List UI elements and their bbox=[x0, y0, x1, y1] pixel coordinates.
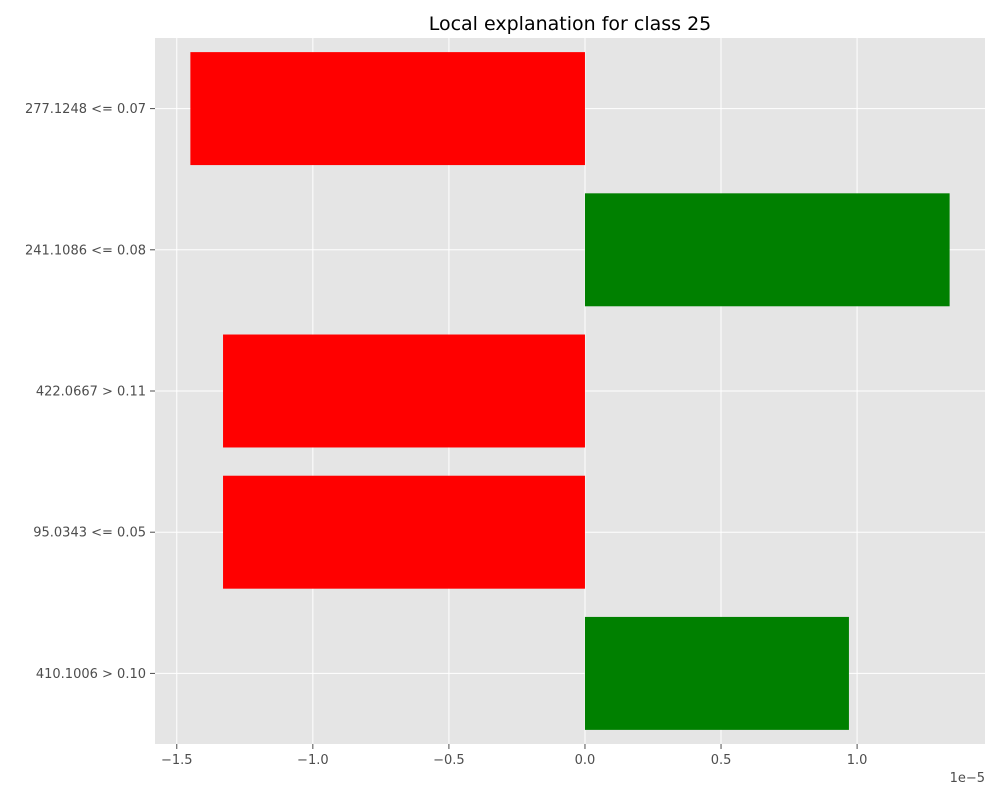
y-tick-label: 422.0667 > 0.11 bbox=[36, 385, 146, 400]
axes: −1.5 −1.0 −0.5 0.0 0.5 1.0 277.1248 <= 0.07 241… bbox=[25, 102, 867, 768]
bar-negative bbox=[223, 334, 585, 448]
y-tick-label: 241.1086 <= 0.08 bbox=[25, 243, 146, 258]
chart-title: Local explanation for class 25 bbox=[429, 13, 712, 35]
bar-positive bbox=[584, 616, 849, 730]
x-tick-label: 0.5 bbox=[711, 753, 732, 768]
y-tick-label: 277.1248 <= 0.07 bbox=[25, 102, 146, 117]
x-axis-multiplier: 1e−5 bbox=[950, 771, 985, 786]
x-tick-label: −1.0 bbox=[297, 753, 329, 768]
x-tick-label: −0.5 bbox=[433, 753, 465, 768]
y-tick-label: 410.1006 > 0.10 bbox=[36, 667, 146, 682]
x-tick-label: 1.0 bbox=[847, 753, 868, 768]
bar-negative bbox=[223, 475, 585, 589]
bar-negative bbox=[190, 52, 585, 166]
y-tick-label: 95.0343 <= 0.05 bbox=[33, 526, 146, 541]
bars bbox=[190, 52, 950, 730]
bar-positive bbox=[584, 193, 950, 307]
x-tick-label: −1.5 bbox=[161, 753, 193, 768]
x-tick-label: 0.0 bbox=[575, 753, 596, 768]
